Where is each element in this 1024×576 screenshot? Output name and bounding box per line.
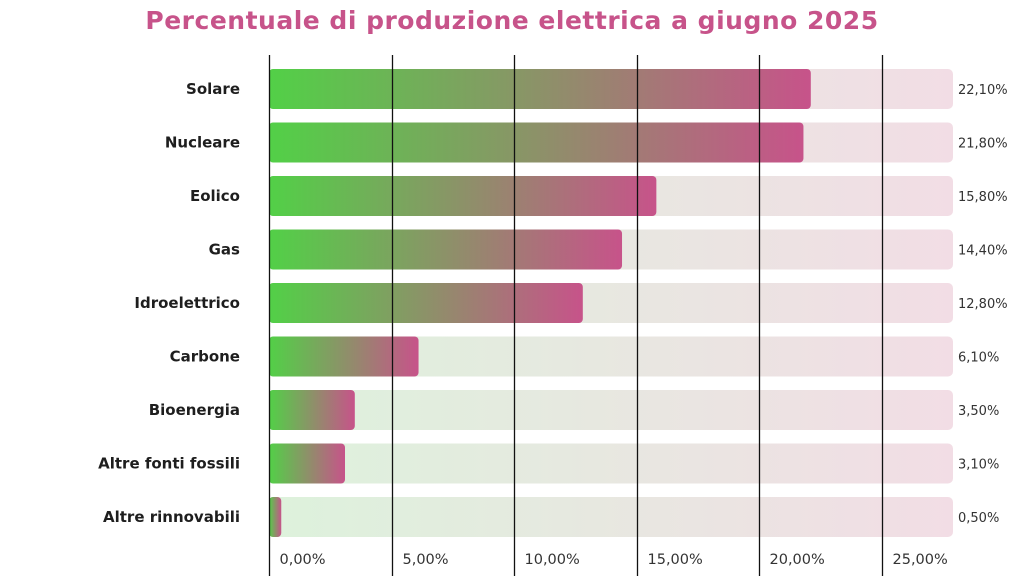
bar-track — [269, 443, 953, 484]
value-label: 3,10% — [958, 458, 999, 473]
bar-eolico — [269, 176, 657, 216]
category-label: Altre rinnovabili — [103, 508, 240, 526]
bar-solare — [269, 69, 811, 109]
category-label: Solare — [186, 80, 240, 98]
tick-label: 10,00% — [525, 552, 580, 568]
category-label: Eolico — [190, 187, 240, 205]
category-label: Bioenergia — [149, 401, 240, 419]
bar-nucleare — [269, 122, 804, 163]
chart-title: Percentuale di produzione elettrica a gi… — [145, 6, 879, 35]
value-label: 14,40% — [958, 244, 1008, 259]
category-label: Nucleare — [165, 134, 240, 152]
value-label: 3,50% — [958, 404, 999, 419]
category-label: Altre fonti fossili — [98, 455, 240, 473]
tick-label: 5,00% — [403, 552, 449, 568]
bar-altre-fonti-fossili — [269, 443, 345, 484]
value-label: 6,10% — [958, 351, 999, 366]
bar-idroelettrico — [269, 283, 583, 323]
bar-altre-rinnovabili — [269, 497, 282, 537]
category-label: Idroelettrico — [134, 294, 240, 312]
bar-carbone — [269, 336, 419, 377]
tick-label: 20,00% — [770, 552, 825, 568]
tick-label: 15,00% — [648, 552, 703, 568]
bar-track — [269, 336, 953, 377]
bar-track — [269, 390, 953, 430]
tick-label: 25,00% — [893, 552, 948, 568]
value-label: 12,80% — [958, 297, 1008, 312]
tick-label: 0,00% — [280, 552, 326, 568]
value-label: 0,50% — [958, 511, 999, 526]
value-label: 22,10% — [958, 83, 1008, 98]
value-label: 21,80% — [958, 137, 1008, 152]
category-label: Carbone — [170, 348, 240, 366]
bar-bioenergia — [269, 390, 355, 430]
value-label: 15,80% — [958, 190, 1008, 205]
category-label: Gas — [209, 241, 240, 259]
bar-gas — [269, 229, 623, 270]
bar-track — [269, 497, 953, 537]
